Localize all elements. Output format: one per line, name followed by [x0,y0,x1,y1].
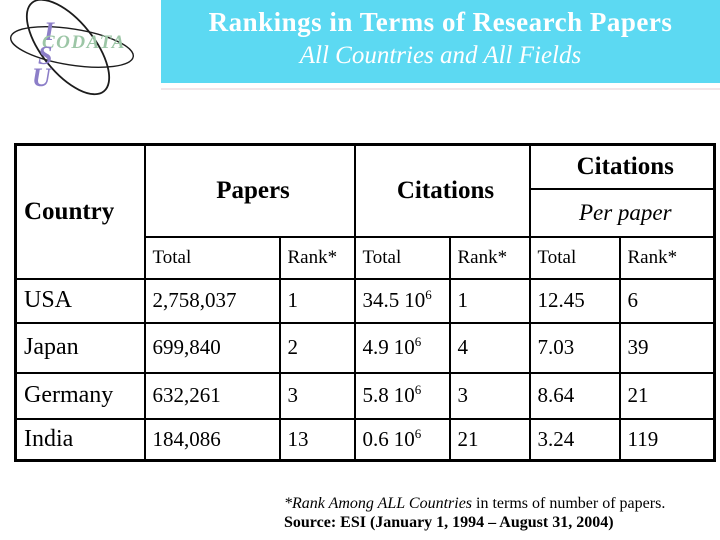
header-country: Country [14,143,146,280]
cell-cpp-rank: 6 [618,277,716,324]
table-row-usa: USA 2,758,037 1 34.5 106 1 12.45 6 [14,277,716,324]
cell-papers-total: 184,086 [143,417,281,462]
header-row-per-paper: Per paper [16,187,716,238]
cell-cpp-total: 7.03 [528,321,621,374]
table-row-japan: Japan 699,840 2 4.9 106 4 7.03 39 [14,321,716,374]
cell-papers-rank: 13 [278,417,356,462]
cell-citations-total: 34.5 106 [353,277,451,324]
logo-ellipse-tilted [25,0,111,96]
subheader-papers-rank: Rank* [278,235,356,280]
cell-papers-total: 632,261 [143,371,281,420]
cell-country: USA [14,277,146,324]
cell-cpp-total: 3.24 [528,417,621,462]
cell-citations-rank: 4 [448,321,531,374]
cell-country: India [14,417,146,462]
logo-letter-i: I [43,17,55,46]
cell-papers-rank: 3 [278,371,356,420]
subheader-cpp-total: Total [528,235,621,280]
logo-letter-s: S [38,41,52,70]
cell-papers-rank: 2 [278,321,356,374]
subheader-papers-total: Total [143,235,281,280]
cell-cpp-total: 12.45 [528,277,621,324]
cell-cpp-total: 8.64 [528,371,621,420]
rank-footnote-italic: *Rank Among ALL Countries [284,495,473,512]
cell-country: Germany [14,371,146,420]
cell-papers-total: 699,840 [143,321,281,374]
logo-ellipse-flat [9,26,135,68]
source-line: Source: ESI (January 1, 1994 – August 31… [284,514,614,531]
subheader-cpp-rank: Rank* [618,235,716,280]
header-citations: Citations [353,143,531,238]
codata-isu-logo: I CODATA S U [9,0,135,96]
header-citations-per-paper-top: Citations [528,143,716,190]
cell-papers-rank: 1 [278,277,356,324]
table-row-india: India 184,086 13 0.6 106 21 3.24 119 [14,417,716,462]
logo-letter-u: U [32,63,52,92]
cell-country: Japan [14,321,146,374]
header-row-top: Country Papers Citations Citations [14,143,716,280]
cell-citations-rank: 3 [448,371,531,420]
rankings-table: Country Papers Citations Citations Per p… [14,143,716,462]
cell-citations-rank: 1 [448,277,531,324]
cell-cpp-rank: 39 [618,321,716,374]
subheader-citations-total: Total [353,235,451,280]
title-band: Rankings in Terms of Research Papers All… [161,0,720,83]
cell-citations-rank: 21 [448,417,531,462]
header-per-paper: Per paper [528,187,716,238]
cell-papers-total: 2,758,037 [143,277,281,324]
table-row-germany: Germany 632,261 3 5.8 106 3 8.64 21 [14,371,716,420]
band-underline [161,88,720,90]
rank-footnote: *Rank Among ALL Countries in terms of nu… [284,494,714,513]
rank-footnote-rest: in terms of number of papers. [472,495,666,512]
cell-citations-total: 0.6 106 [353,417,451,462]
cell-citations-total: 4.9 106 [353,321,451,374]
slide-title: Rankings in Terms of Research Papers [208,7,673,37]
cell-cpp-rank: 119 [618,417,716,462]
slide-subtitle: All Countries and All Fields [299,42,582,69]
logo-codata-text: CODATA [42,32,126,53]
subheader-row: Total Rank* Total Rank* Total Rank* [16,235,716,280]
footnote-block: *Rank Among ALL Countries in terms of nu… [284,494,714,532]
subheader-citations-rank: Rank* [448,235,531,280]
header-papers: Papers [143,143,356,238]
cell-cpp-rank: 21 [618,371,716,420]
cell-citations-total: 5.8 106 [353,371,451,420]
